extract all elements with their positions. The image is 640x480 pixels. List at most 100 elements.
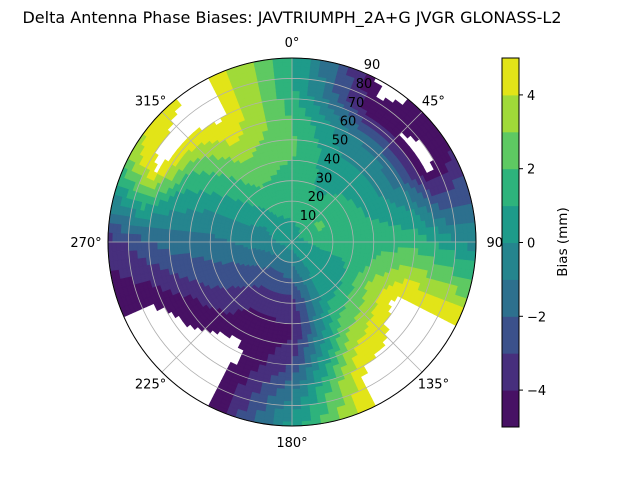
contour-cell <box>281 331 288 337</box>
contour-cell <box>285 123 293 128</box>
contour-cell <box>377 232 383 238</box>
contour-cell <box>291 384 301 390</box>
contour-cell <box>377 246 383 252</box>
contour-cell <box>296 335 303 341</box>
contour-cell <box>291 351 299 357</box>
contour-cell <box>463 241 469 252</box>
contour-cell <box>369 241 375 247</box>
contour-cell <box>234 241 240 246</box>
contour-cell <box>291 396 301 402</box>
contour-cell <box>281 143 288 149</box>
contour-cell <box>397 241 403 249</box>
contour-cell <box>201 232 207 238</box>
contour-cell <box>286 151 293 157</box>
angular-tick-label: 315° <box>135 95 166 110</box>
contour-cell <box>291 400 301 406</box>
contour-cell <box>111 241 117 252</box>
contour-cell <box>136 241 142 251</box>
contour-cell <box>282 61 293 67</box>
contour-cell <box>156 234 162 243</box>
contour-cell <box>291 294 296 300</box>
contour-cell <box>450 241 456 251</box>
contour-cell <box>291 131 299 137</box>
contour-cell <box>201 241 207 248</box>
contour-cell <box>169 235 174 243</box>
contour-cell <box>193 231 199 238</box>
contour-cell <box>291 380 300 386</box>
contour-cell <box>291 143 298 149</box>
contour-cell <box>283 86 293 92</box>
contour-cell <box>287 168 293 173</box>
polar-grid <box>107 57 477 427</box>
contour-cell <box>209 241 215 247</box>
contour-cell <box>430 241 436 250</box>
contour-cell <box>283 90 293 96</box>
contour-cell <box>291 315 297 320</box>
contour-cell <box>291 159 297 165</box>
contour-cell <box>381 236 387 243</box>
contour-cell <box>288 188 293 194</box>
contour-cell <box>459 241 465 252</box>
contour-cell <box>291 343 298 349</box>
contour-cell <box>389 236 395 243</box>
contour-cell <box>430 234 436 243</box>
contour-cell <box>410 235 415 243</box>
contour-cell <box>364 233 370 239</box>
contour-cell <box>401 235 407 243</box>
contour-cell <box>111 232 117 243</box>
contour-cell <box>455 232 460 243</box>
contour-cell <box>442 233 448 243</box>
contour-cell <box>352 241 358 246</box>
angular-tick-label: 225° <box>135 377 166 392</box>
contour-cell <box>193 241 199 248</box>
contour-cell <box>291 61 302 67</box>
contour-cell <box>291 139 298 145</box>
contour-cell <box>291 90 301 96</box>
contour-cell <box>132 233 138 243</box>
contour-cell <box>214 241 219 247</box>
contour-cell <box>385 241 391 248</box>
contour-cell <box>291 372 300 378</box>
radial-tick-label: 40 <box>324 152 341 167</box>
contour-cell <box>295 306 300 312</box>
contour-cell <box>352 234 358 240</box>
contour-cell <box>218 245 224 251</box>
contour-cell <box>291 347 299 353</box>
contour-cell <box>414 235 420 243</box>
contour-cell <box>283 384 293 390</box>
contour-cell <box>286 139 293 145</box>
contour-cell <box>283 396 293 402</box>
contour-cell <box>286 339 293 345</box>
contour-cell <box>287 323 293 329</box>
contour-cell <box>140 241 146 251</box>
contour-cell <box>296 151 302 157</box>
contour-cell <box>226 241 232 246</box>
contour-cell <box>291 86 301 92</box>
contour-cell <box>285 131 293 137</box>
contour-cell <box>285 356 293 361</box>
contour-cell <box>291 164 297 169</box>
contour-cell <box>226 238 232 243</box>
contour-cell <box>288 176 293 182</box>
contour-cell <box>132 241 138 251</box>
contour-cell <box>291 69 302 75</box>
contour-cell <box>185 236 191 243</box>
contour-cell <box>410 241 415 249</box>
angular-tick-label: 0° <box>285 36 300 51</box>
contour-cell <box>284 102 293 108</box>
contour-cell <box>446 233 452 243</box>
contour-cell <box>152 234 158 243</box>
contour-cell <box>185 241 191 248</box>
contour-cell <box>442 241 448 251</box>
contour-cell <box>286 331 293 337</box>
contour-cell <box>226 244 232 250</box>
contour-cell <box>288 184 293 190</box>
contour-cell <box>201 236 207 243</box>
contour-cell <box>218 237 223 243</box>
contour-cell <box>434 233 440 243</box>
contour-cell <box>284 368 293 374</box>
contour-cell <box>291 388 301 394</box>
contour-cell <box>357 241 362 246</box>
contour-cell <box>291 106 300 112</box>
contour-cell <box>406 241 411 249</box>
